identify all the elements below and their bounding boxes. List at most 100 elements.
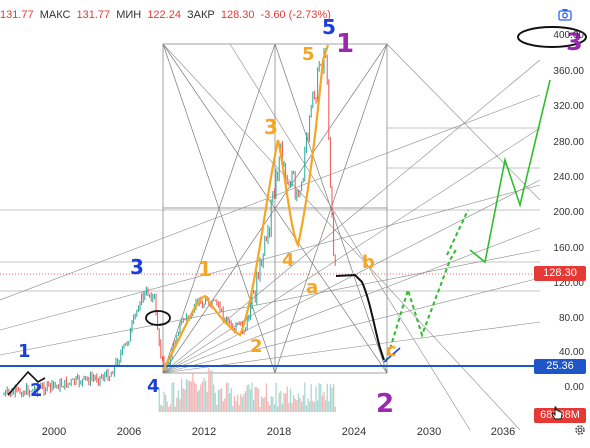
volume-bar bbox=[206, 391, 208, 412]
price-tick: 160.00 bbox=[553, 243, 584, 254]
gear-icon[interactable] bbox=[573, 423, 587, 437]
volume-bar bbox=[221, 388, 223, 412]
volume-bar bbox=[334, 406, 336, 412]
volume-bar bbox=[297, 393, 300, 412]
label-left-1: 1 bbox=[18, 341, 31, 362]
volume-bar bbox=[160, 404, 162, 412]
volume-bar bbox=[264, 397, 266, 412]
price-tick: 80.00 bbox=[558, 313, 584, 324]
ohlc-readout: 131.77 МАКС 131.77 МИН 122.24 ЗАКР 128.3… bbox=[0, 9, 334, 21]
label-orange-1: 1 bbox=[198, 257, 212, 281]
volume-bar bbox=[198, 389, 200, 412]
volume-bar bbox=[201, 381, 204, 412]
price-tick: 240.00 bbox=[553, 172, 584, 183]
label-top-5: 5 bbox=[322, 15, 336, 39]
volume-bar bbox=[246, 385, 248, 412]
volume-bar bbox=[273, 404, 276, 412]
volume-bar bbox=[272, 396, 274, 412]
volume-bar bbox=[168, 406, 170, 412]
volume-bar bbox=[262, 398, 264, 412]
volume-histogram bbox=[158, 368, 336, 412]
price-tick: 320.00 bbox=[553, 101, 584, 112]
volume-bar bbox=[277, 406, 279, 412]
volume-bar bbox=[232, 405, 234, 412]
volume-bar bbox=[240, 394, 242, 412]
volume-bar bbox=[203, 377, 205, 412]
volume-bar bbox=[323, 391, 325, 412]
volume-bar bbox=[281, 403, 284, 412]
volume-bar bbox=[219, 389, 221, 412]
volume-bar bbox=[227, 382, 229, 412]
price-tick: 400.00 bbox=[553, 30, 584, 41]
volume-bar bbox=[305, 405, 308, 412]
label-corner-3: 3 bbox=[566, 28, 583, 56]
price-tick: 40.00 bbox=[558, 347, 584, 358]
volume-bar bbox=[309, 401, 311, 412]
time-tick: 2000 bbox=[41, 426, 67, 438]
volume-bar bbox=[253, 400, 255, 412]
volume-bar bbox=[243, 393, 245, 412]
volume-bar bbox=[313, 402, 316, 412]
volume-bar bbox=[325, 400, 327, 412]
close-value: 128.30 bbox=[220, 9, 255, 21]
volume-bar bbox=[176, 397, 178, 412]
price-tick: 360.00 bbox=[553, 66, 584, 77]
volume-bar bbox=[278, 392, 280, 412]
price-tick: 120.00 bbox=[553, 278, 584, 289]
volume-bar bbox=[310, 384, 312, 412]
volume-bar bbox=[209, 370, 212, 412]
blue-tick-mark bbox=[383, 347, 401, 363]
green-forecast-path bbox=[385, 247, 458, 363]
volume-bar bbox=[189, 381, 191, 412]
black-correction-path bbox=[335, 273, 385, 361]
volume-bar bbox=[301, 401, 303, 412]
volume-bar bbox=[245, 391, 247, 412]
volume-bar bbox=[185, 379, 188, 412]
volume-bar bbox=[294, 399, 296, 412]
volume-bar bbox=[211, 370, 213, 412]
camera-icon[interactable] bbox=[558, 8, 572, 22]
gann-fan bbox=[0, 43, 541, 431]
price-tick: 280.00 bbox=[553, 137, 584, 148]
volume-bar bbox=[229, 393, 231, 412]
volume-bar bbox=[261, 396, 263, 412]
label-bottom-2: 2 bbox=[376, 389, 394, 419]
volume-bar bbox=[333, 384, 335, 412]
volume-bar bbox=[315, 386, 317, 412]
volume-bar bbox=[270, 396, 272, 412]
volume-bar bbox=[257, 388, 260, 412]
support-price-badge: 25.36 bbox=[534, 359, 586, 374]
volume-bar bbox=[283, 392, 285, 412]
volume-bar bbox=[312, 400, 314, 412]
close-label: ЗАКР bbox=[187, 9, 215, 21]
high-value: 131.77 bbox=[76, 9, 111, 21]
volume-bar bbox=[331, 387, 333, 412]
low-label: МИН bbox=[116, 9, 142, 21]
volume-bar bbox=[197, 391, 199, 412]
label-orange-4: 4 bbox=[282, 250, 295, 271]
volume-bar bbox=[233, 395, 236, 412]
volume-bar bbox=[181, 378, 183, 412]
volume-bar bbox=[302, 395, 304, 412]
volume-bar bbox=[259, 406, 261, 412]
volume-bar bbox=[267, 401, 269, 412]
volume-bar bbox=[214, 392, 216, 412]
time-tick: 2018 bbox=[266, 426, 292, 438]
label-top-1: 1 bbox=[336, 29, 354, 59]
volume-bar bbox=[169, 404, 172, 412]
price-candles bbox=[3, 47, 336, 398]
current-price-badge: 128.30 bbox=[534, 266, 586, 281]
volume-bar bbox=[318, 383, 320, 412]
volume-bar bbox=[193, 382, 196, 412]
label-left-2: 2 bbox=[30, 380, 43, 401]
volume-bar bbox=[165, 394, 167, 412]
label-blue-3: 3 bbox=[130, 255, 144, 279]
volume-bar bbox=[235, 400, 237, 412]
volume-bar bbox=[190, 381, 192, 412]
volume-bar bbox=[230, 388, 232, 412]
volume-bar bbox=[205, 380, 207, 412]
volume-bar bbox=[251, 382, 253, 412]
change-value: -3.60 (-2.73%) bbox=[260, 9, 331, 21]
